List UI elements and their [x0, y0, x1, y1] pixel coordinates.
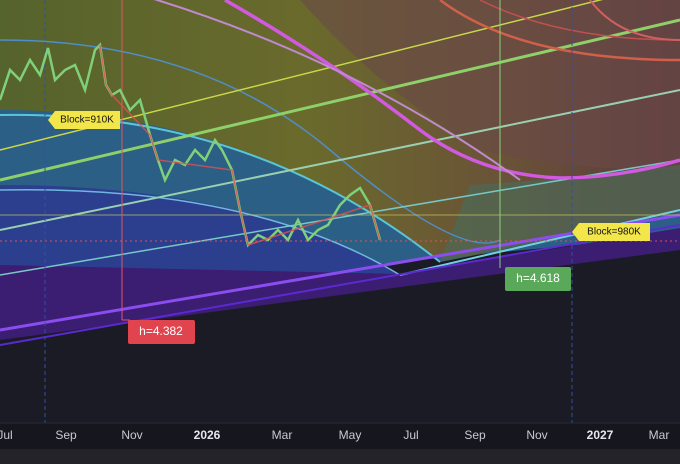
halving-label: h=4.618 [516, 271, 560, 285]
price [99, 44, 381, 246]
x-tick-label: Mar [272, 428, 293, 442]
x-tick-label: May [339, 428, 362, 442]
red-curve [439, 0, 680, 62]
magenta-curve [224, 0, 680, 180]
green-line [0, 18, 680, 182]
violet-line [0, 224, 680, 346]
x-tick-label: Nov [121, 428, 142, 442]
label-box [505, 267, 571, 291]
purple-line [0, 213, 680, 332]
x-tick-label: 2026 [194, 428, 221, 442]
blue-curve [0, 39, 501, 244]
block-label: Block=980K [587, 227, 641, 238]
label-box [48, 111, 120, 129]
cyan-line [399, 209, 680, 276]
x-tick-label: Jul [403, 428, 418, 442]
block-label: Block=910K [60, 115, 114, 126]
pink-curve [153, 0, 521, 181]
x-tick-label: 2027 [587, 428, 614, 442]
label-box [572, 223, 650, 241]
x-tick-label: Mar [649, 428, 670, 442]
annotations: Block=910K Block=980K h=4.382 h=4.618 [48, 111, 650, 344]
label-box [128, 320, 195, 344]
x-tick-label: Jul [0, 428, 13, 442]
cyan-curve [0, 188, 401, 276]
x-axis-labels: Jul Sep Nov 2026 Mar May Jul Sep Nov 2027 Mar [0, 428, 669, 442]
x-axis [0, 423, 680, 449]
x-tick-label: Nov [526, 428, 547, 442]
x-tick-label: Sep [55, 428, 77, 442]
footer-strip [0, 449, 680, 464]
halving-label: h=4.382 [139, 324, 183, 338]
red-curve [589, 0, 680, 41]
teal-line [0, 89, 680, 231]
x-tick-label: Sep [464, 428, 486, 442]
